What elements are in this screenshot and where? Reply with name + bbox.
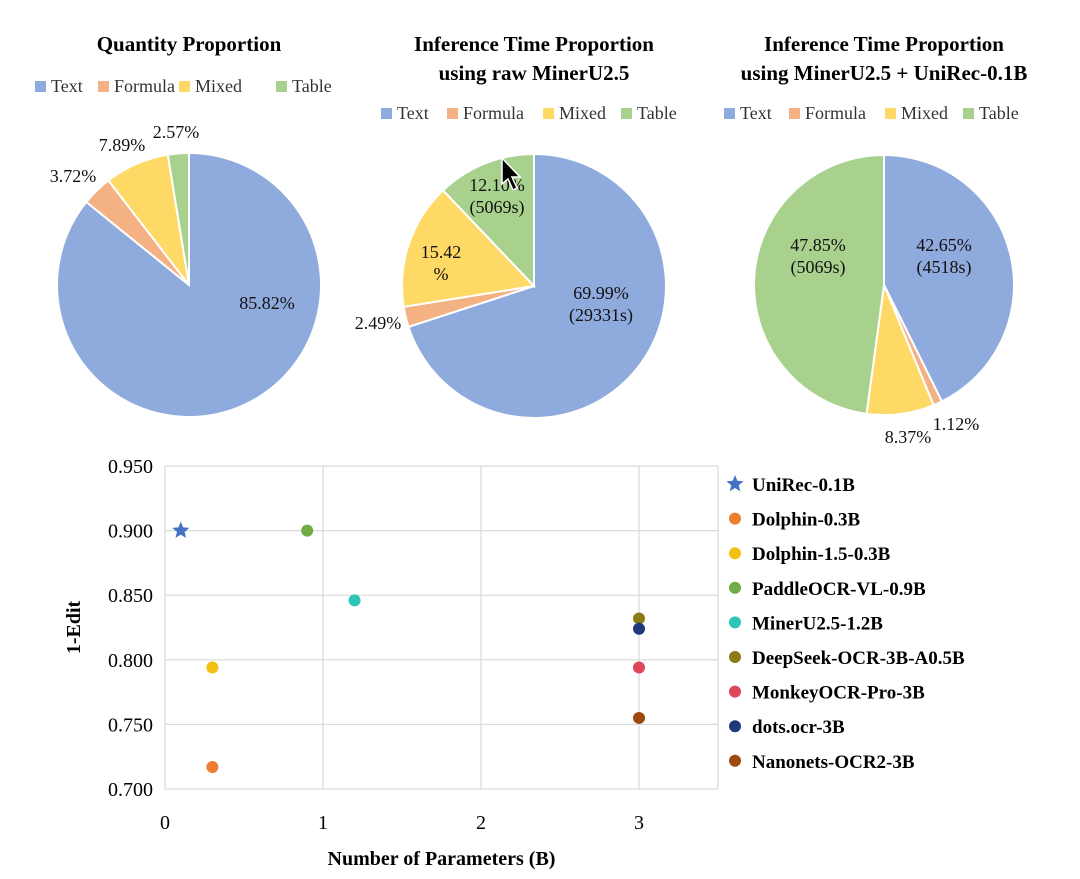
data-label-table: 2.57% bbox=[153, 122, 200, 142]
data-point-dots-ocr-3b bbox=[633, 622, 645, 635]
legend-label-mineru2-5-1-2b: MinerU2.5-1.2B bbox=[752, 613, 883, 634]
data-label-mixed: 7.89% bbox=[99, 135, 146, 155]
data-point-nanonets-ocr2-3b bbox=[633, 711, 645, 724]
legend-label-mixed: Mixed bbox=[559, 103, 606, 123]
data-label-formula: 1.12% bbox=[933, 414, 980, 434]
data-point-deepseek-ocr-3b-a0-5b bbox=[633, 612, 645, 625]
legend-marker-nanonets-ocr2-3b bbox=[729, 754, 741, 767]
data-label-table-line-2: (5069s) bbox=[791, 257, 846, 278]
pie-chart-quantity: Quantity Proportion Text Formula Mixed Table… bbox=[35, 32, 332, 418]
legend-label-paddleocr-vl-0-9b: PaddleOCR-VL-0.9B bbox=[752, 579, 926, 600]
x-tick-label: 2 bbox=[476, 812, 486, 834]
legend-label-text: Text bbox=[51, 76, 83, 96]
legend-marker-dolphin-0-3b bbox=[729, 512, 741, 525]
legend-swatch-text bbox=[724, 108, 735, 119]
data-label-table-line-1: 47.85% bbox=[790, 235, 846, 255]
legend-label-nanonets-ocr2-3b: Nanonets-OCR2-3B bbox=[752, 752, 915, 773]
legend-label-dots-ocr-3b: dots.ocr-3B bbox=[752, 717, 845, 738]
legend-swatch-mixed bbox=[885, 108, 896, 119]
data-label-text-line-1: 69.99% bbox=[573, 283, 629, 303]
legend-marker-dolphin-1-5-0-3b bbox=[729, 547, 741, 560]
legend-label-table: Table bbox=[979, 103, 1019, 123]
legend-label-dolphin-0-3b: Dolphin-0.3B bbox=[752, 510, 861, 531]
legend-label-table: Table bbox=[637, 103, 677, 123]
data-label-formula: 2.49% bbox=[355, 313, 402, 333]
y-tick-label: 0.800 bbox=[108, 650, 153, 672]
data-label-mixed-line-1: 15.42 bbox=[421, 242, 462, 262]
legend-label-dolphin-1-5-0-3b: Dolphin-1.5-0.3B bbox=[752, 544, 891, 565]
chart-title-line-2: using MinerU2.5 + UniRec-0.1B bbox=[741, 61, 1028, 85]
legend-label-formula: Formula bbox=[114, 76, 175, 96]
legend-swatch-text bbox=[35, 81, 46, 92]
legend-marker-mineru2-5-1-2b bbox=[729, 616, 741, 629]
legend-swatch-text bbox=[381, 108, 392, 119]
pie-slice-table bbox=[753, 153, 885, 415]
chart-title-line-2: using raw MinerU2.5 bbox=[439, 61, 630, 85]
chart-title-line-1: Inference Time Proportion bbox=[414, 32, 654, 56]
data-label-table-line-2: (5069s) bbox=[470, 197, 525, 218]
x-tick-label: 1 bbox=[318, 812, 328, 834]
pie-chart-time-unirec: Inference Time Proportion using MinerU2.5… bbox=[724, 32, 1027, 447]
data-label-text: 85.82% bbox=[239, 293, 295, 313]
legend-swatch-mixed bbox=[543, 108, 554, 119]
chart-title: Quantity Proportion bbox=[97, 32, 282, 56]
legend-label-mixed: Mixed bbox=[901, 103, 948, 123]
data-label-formula: 3.72% bbox=[50, 166, 97, 186]
x-tick-label: 3 bbox=[634, 812, 644, 834]
legend-swatch-formula bbox=[789, 108, 800, 119]
x-tick-label: 0 bbox=[160, 812, 170, 834]
legend-label-formula: Formula bbox=[805, 103, 866, 123]
legend-label-mixed: Mixed bbox=[195, 76, 242, 96]
legend-label-deepseek-ocr-3b-a0-5b: DeepSeek-OCR-3B-A0.5B bbox=[752, 648, 965, 669]
pie-slice-mixed bbox=[401, 188, 537, 308]
data-label-text-line-2: (4518s) bbox=[917, 257, 972, 278]
chart-title-line-1: Inference Time Proportion bbox=[764, 32, 1004, 56]
y-tick-label: 0.950 bbox=[108, 456, 153, 478]
pie-chart-time-raw: Inference Time Proportion using raw Miner… bbox=[355, 32, 677, 419]
y-axis-label: 1-Edit bbox=[63, 600, 85, 654]
legend-swatch-table bbox=[963, 108, 974, 119]
y-tick-label: 0.900 bbox=[108, 521, 153, 543]
legend-swatch-mixed bbox=[179, 81, 190, 92]
legend-label-text: Text bbox=[397, 103, 429, 123]
legend-label-unirec-0-1b: UniRec-0.1B bbox=[752, 475, 855, 496]
data-label-mixed: 8.37% bbox=[885, 427, 932, 447]
legend-swatch-formula bbox=[98, 81, 109, 92]
data-point-dolphin-0-3b bbox=[206, 761, 219, 774]
x-axis-label: Number of Parameters (B) bbox=[328, 848, 556, 870]
data-label-text-line-1: 42.65% bbox=[916, 235, 972, 255]
y-tick-label: 0.750 bbox=[108, 714, 153, 736]
legend-marker-monkeyocr-pro-3b bbox=[729, 685, 741, 698]
data-label-text-line-2: (29331s) bbox=[569, 305, 633, 326]
legend-label-formula: Formula bbox=[463, 103, 524, 123]
data-point-paddleocr-vl-0-9b bbox=[301, 524, 314, 537]
y-tick-label: 0.700 bbox=[108, 779, 153, 801]
legend-swatch-formula bbox=[447, 108, 458, 119]
scatter-chart: 0.700 0.750 0.800 0.850 0.900 0.950 0 1 2 3 Number… bbox=[63, 456, 965, 870]
data-point-monkeyocr-pro-3b bbox=[633, 661, 645, 674]
legend-label-text: Text bbox=[740, 103, 772, 123]
pie-slice-text bbox=[883, 153, 1015, 403]
legend-marker-dots-ocr-3b bbox=[729, 720, 741, 733]
data-label-mixed-line-2: % bbox=[434, 264, 449, 284]
data-point-mineru2-5-1-2b bbox=[348, 594, 361, 607]
legend-marker-deepseek-ocr-3b-a0-5b bbox=[729, 651, 741, 663]
legend-marker-paddleocr-vl-0-9b bbox=[729, 581, 741, 594]
y-tick-label: 0.850 bbox=[108, 585, 153, 607]
pie-slice-text bbox=[407, 152, 667, 419]
legend-label-table: Table bbox=[292, 76, 332, 96]
data-point-unirec-0-1b bbox=[172, 521, 190, 538]
legend-swatch-table bbox=[621, 108, 632, 119]
data-point-dolphin-1-5-0-3b bbox=[206, 661, 219, 674]
legend-label-monkeyocr-pro-3b: MonkeyOCR-Pro-3B bbox=[752, 683, 925, 704]
legend-swatch-table bbox=[276, 81, 287, 92]
pie-slice-table bbox=[166, 151, 190, 286]
mouse-cursor-icon bbox=[501, 156, 522, 192]
legend-marker-unirec-0-1b bbox=[726, 475, 744, 492]
